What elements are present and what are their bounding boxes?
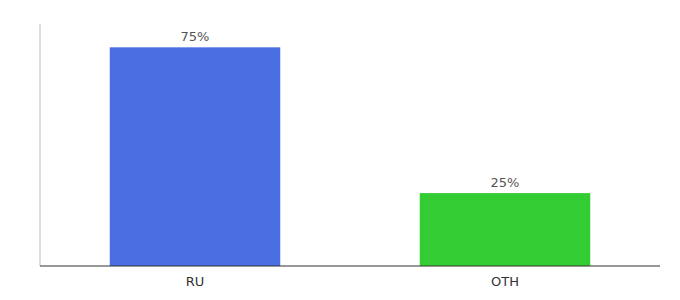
data-label: 75% (181, 29, 210, 44)
x-axis-line (40, 266, 660, 267)
bar (110, 47, 281, 266)
x-tick-label: RU (186, 274, 205, 289)
bars (110, 47, 591, 266)
chart-container: RU OTH 75% 25% (0, 0, 680, 300)
data-label: 25% (491, 175, 520, 190)
bar (420, 193, 591, 266)
x-tick-label: OTH (491, 274, 519, 289)
chart: RU OTH 75% 25% (0, 0, 680, 300)
y-axis-line (40, 24, 41, 266)
